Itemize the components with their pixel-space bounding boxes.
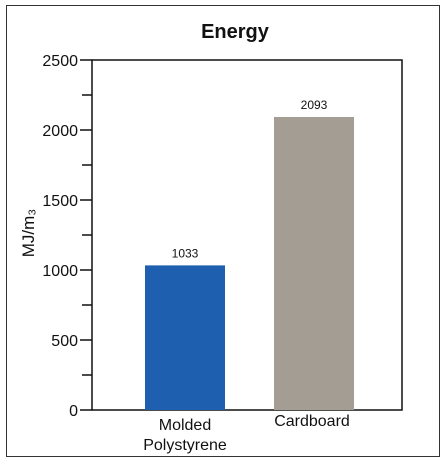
- plot-area-border: [91, 59, 403, 411]
- y-tick-label: 2000: [42, 123, 78, 140]
- y-tick-label: 2500: [42, 53, 78, 70]
- bar-data-label: 2093: [301, 98, 328, 112]
- bar: [145, 265, 225, 410]
- x-category-label: Polystyrene: [143, 437, 227, 454]
- bar-data-label: 1033: [172, 246, 199, 260]
- y-axis-label: MJ/m₃: [19, 209, 38, 257]
- labels: 1033 Molded Polystyrene 2093 Cardboard: [143, 98, 350, 454]
- bars: [145, 116, 354, 410]
- y-tick-label: 1500: [42, 193, 78, 210]
- axes: 0 500 1000 1500 2000 2500: [42, 53, 403, 420]
- y-tick-label: 500: [51, 333, 78, 350]
- y-tick-label: 0: [69, 403, 78, 420]
- x-category-label: Cardboard: [274, 413, 350, 430]
- x-category-label: Molded: [159, 417, 211, 434]
- bar: [274, 116, 354, 410]
- y-tick-label: 1000: [42, 263, 78, 280]
- chart-title: Energy: [201, 21, 270, 43]
